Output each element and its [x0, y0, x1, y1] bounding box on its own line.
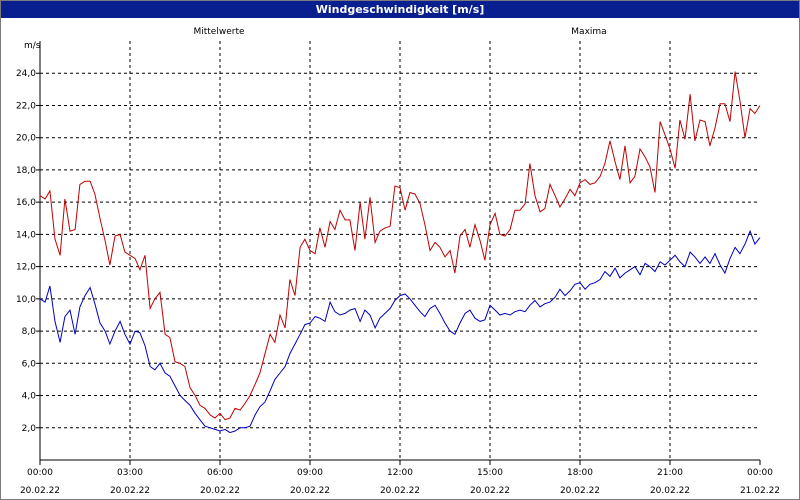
x-tick-time: 15:00 [477, 468, 503, 478]
y-tick-label: 2,0 [22, 424, 37, 434]
y-tick-label: 20,0 [16, 134, 36, 144]
y-tick-label: 24,0 [16, 69, 36, 79]
y-tick-label: 6,0 [22, 359, 37, 369]
x-tick-date: 20.02.22 [380, 486, 420, 496]
y-tick-label: 16,0 [16, 198, 36, 208]
y-axis-label: m/s [24, 41, 41, 51]
x-tick-time: 06:00 [207, 468, 233, 478]
x-tick-time: 03:00 [117, 468, 143, 478]
y-tick-label: 14,0 [16, 230, 36, 240]
y-tick-label: 18,0 [16, 166, 36, 176]
y-tick-label: 8,0 [22, 327, 37, 337]
chart-title: Windgeschwindigkeit [m/s] [1, 1, 799, 18]
legend-maxima: Maxima [571, 27, 606, 37]
y-tick-label: 10,0 [16, 295, 36, 305]
x-tick-date: 20.02.22 [110, 486, 150, 496]
grid-lines [40, 41, 760, 460]
legend-mittelwerte: Mittelwerte [193, 27, 244, 37]
y-tick-label: 4,0 [22, 392, 37, 402]
series-line-maxima [39, 71, 761, 421]
x-tick-time: 12:00 [387, 468, 413, 478]
x-tick-date: 20.02.22 [200, 486, 240, 496]
x-tick-time: 00:00 [27, 468, 53, 478]
x-tick-date: 20.02.22 [470, 486, 510, 496]
x-tick-time: 00:00 [747, 468, 773, 478]
y-tick-label: 22,0 [16, 101, 36, 111]
series-lines [39, 71, 761, 434]
x-tick-date: 21.02.22 [740, 486, 780, 496]
x-tick-time: 18:00 [567, 468, 593, 478]
x-tick-time: 09:00 [297, 468, 323, 478]
y-tick-labels: 2,0 4,0 6,0 8,0 10,0 12,0 14,0 16,0 18,0 20,0 22,0… [16, 69, 36, 434]
x-tick-labels: 00:00 20.02.22 03:00 20.02.22 06:00 20.02.22 0… [20, 468, 780, 496]
x-tick-date: 20.02.22 [560, 486, 600, 496]
y-tick-label: 12,0 [16, 263, 36, 273]
x-tick-date: 20.02.22 [20, 486, 60, 496]
series-line-mittelwerte [39, 229, 761, 434]
x-tick-time: 21:00 [657, 468, 683, 478]
axes [36, 41, 761, 465]
x-tick-date: 20.02.22 [650, 486, 690, 496]
x-tick-date: 20.02.22 [290, 486, 330, 496]
